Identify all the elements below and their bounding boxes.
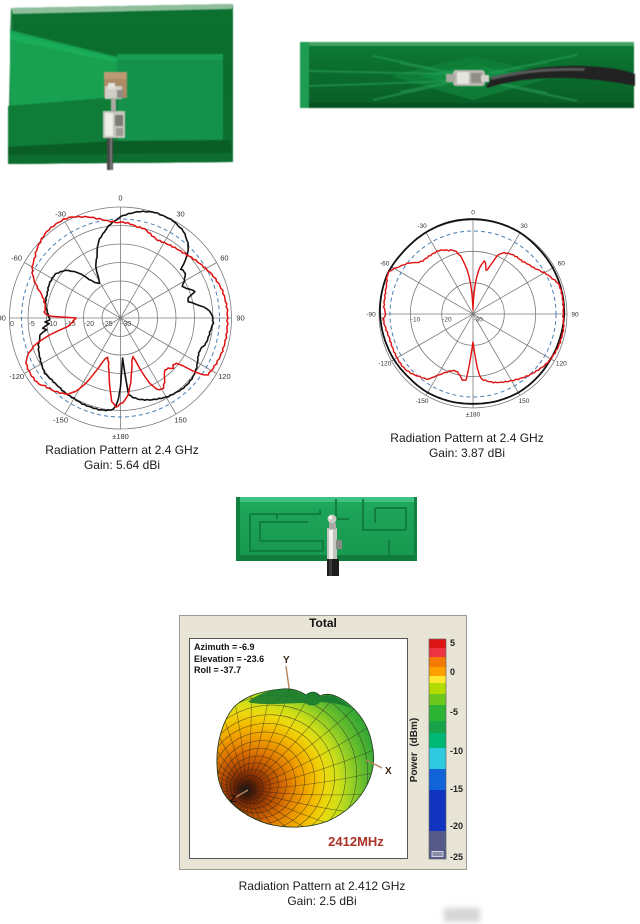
svg-text:150: 150: [174, 416, 187, 425]
svg-text:120: 120: [218, 372, 231, 381]
svg-text:0: 0: [118, 194, 122, 203]
svg-text:-20: -20: [442, 317, 452, 324]
svg-text:Z: Z: [230, 794, 236, 805]
svg-text:60: 60: [558, 260, 566, 267]
svg-text:30: 30: [176, 210, 184, 219]
svg-text:-150: -150: [53, 416, 68, 425]
svg-text:120: 120: [556, 361, 567, 368]
svg-text:90: 90: [236, 314, 244, 323]
svg-text:-5: -5: [29, 321, 35, 328]
svg-text:-25: -25: [103, 321, 113, 328]
svg-text:60: 60: [220, 254, 228, 263]
svg-text:-120: -120: [9, 372, 24, 381]
svg-text:±180: ±180: [112, 432, 129, 441]
svg-text:0: 0: [10, 321, 14, 328]
svg-text:5: 5: [450, 638, 455, 648]
svg-text:±180: ±180: [466, 412, 481, 419]
svg-text:-20: -20: [84, 321, 94, 328]
svg-text:-15: -15: [450, 784, 463, 794]
svg-text:0: 0: [380, 317, 384, 324]
svg-text:Y: Y: [283, 655, 290, 666]
svg-text:0: 0: [450, 667, 455, 677]
svg-text:-30: -30: [474, 317, 484, 324]
svg-text:-25: -25: [450, 852, 463, 862]
svg-text:30: 30: [520, 223, 528, 230]
svg-text:-30: -30: [417, 223, 427, 230]
svg-text:-10: -10: [411, 317, 421, 324]
svg-text:90: 90: [571, 311, 579, 318]
svg-text:-5: -5: [450, 707, 458, 717]
svg-text:-60: -60: [11, 254, 22, 263]
svg-text:-20: -20: [450, 821, 463, 831]
svg-text:-30: -30: [121, 321, 131, 328]
svg-text:-150: -150: [415, 398, 428, 405]
svg-text:-120: -120: [378, 361, 391, 368]
svg-text:2412MHz: 2412MHz: [328, 834, 384, 849]
svg-text:150: 150: [519, 398, 530, 405]
svg-text:X: X: [385, 766, 392, 777]
svg-text:-90: -90: [366, 311, 376, 318]
svg-text:Power (dBm): Power (dBm): [409, 718, 420, 782]
svg-text:-10: -10: [47, 321, 57, 328]
svg-text:-30: -30: [55, 210, 66, 219]
svg-text:-90: -90: [0, 314, 6, 323]
svg-text:0: 0: [471, 209, 475, 216]
svg-text:-10: -10: [450, 746, 463, 756]
svg-text:-60: -60: [380, 260, 390, 267]
